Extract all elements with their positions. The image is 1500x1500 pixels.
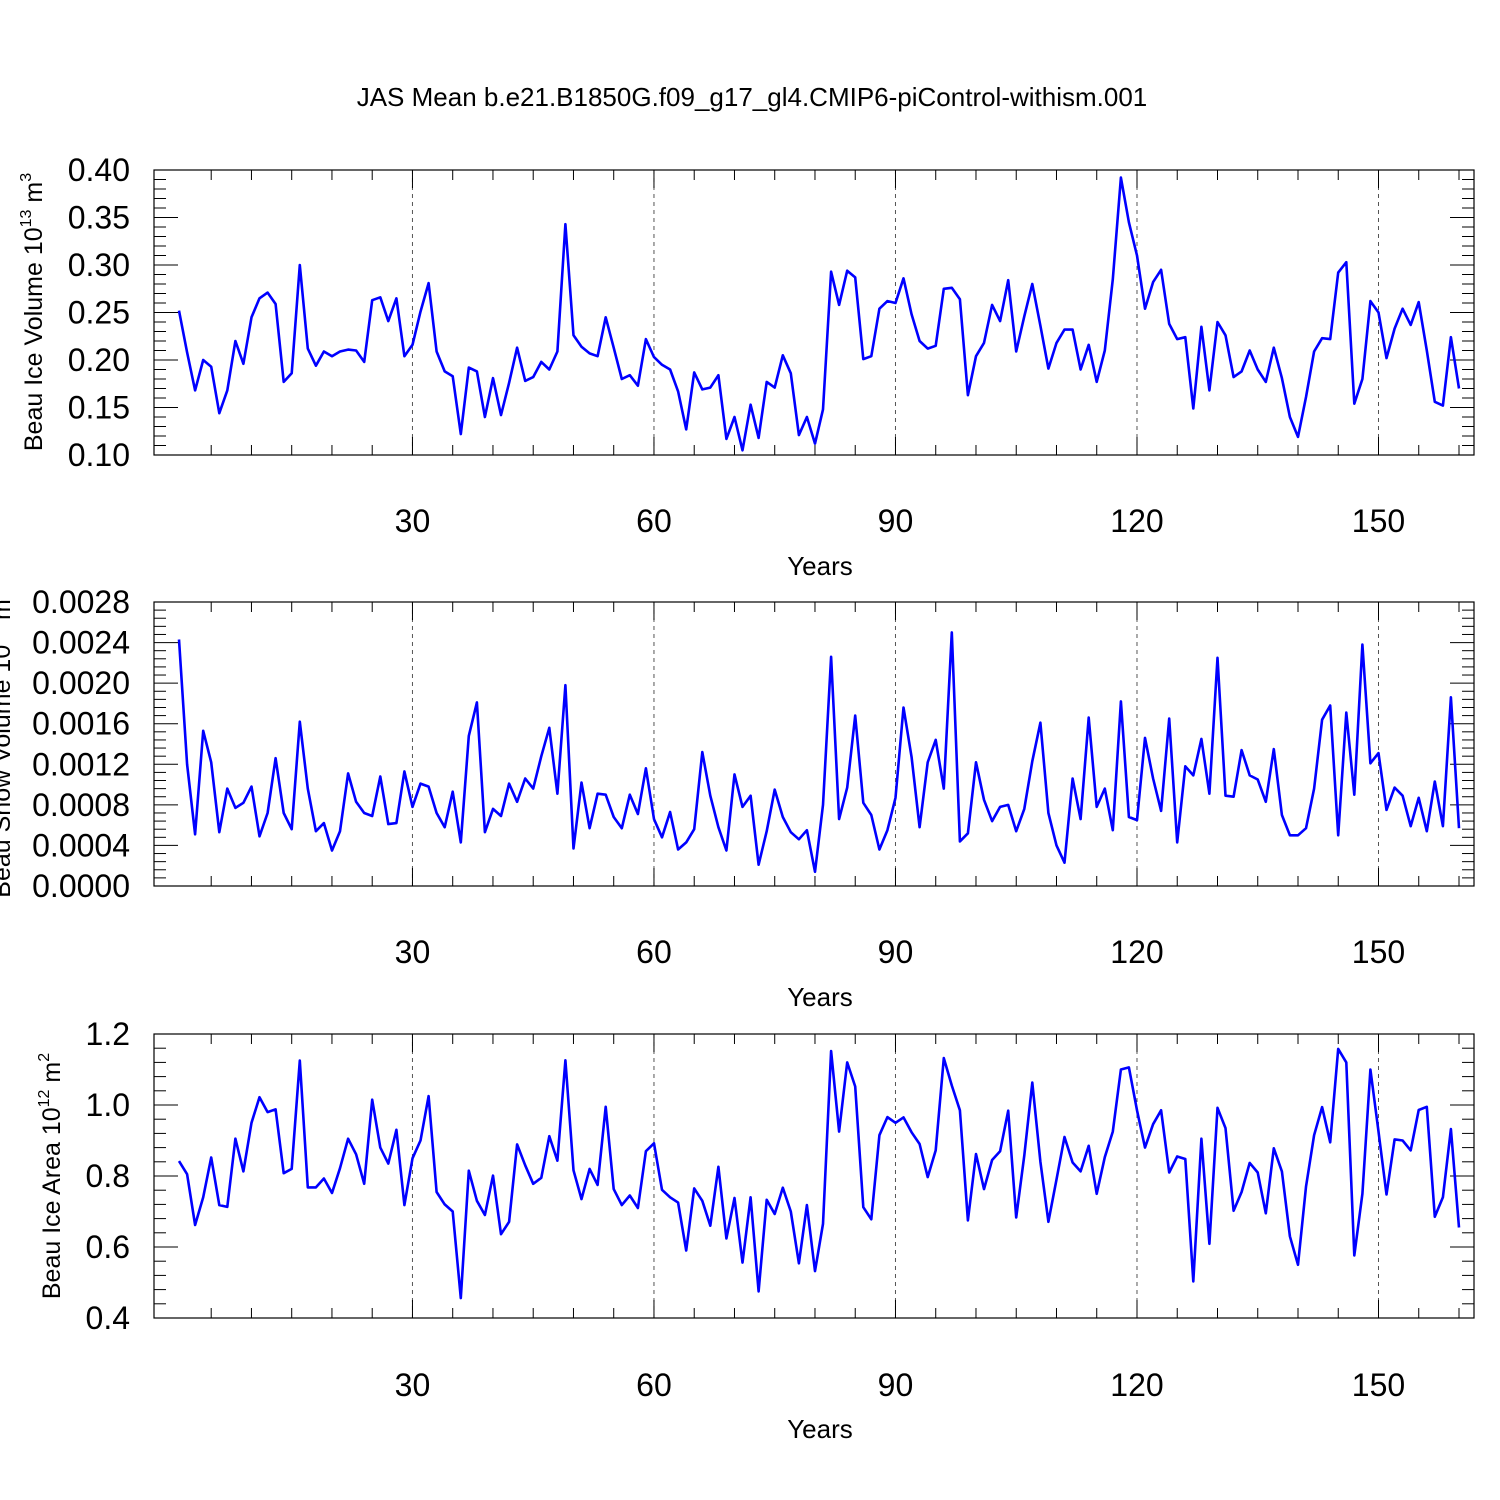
y-tick-label: 0.0000 (32, 868, 130, 904)
y-axis-label-exponent: 13 (0, 627, 3, 645)
x-tick-label: 90 (878, 934, 914, 970)
y-tick-label: 0.0004 (32, 827, 130, 863)
y-tick-label: 0.30 (68, 247, 130, 283)
x-tick-label: 150 (1352, 1367, 1405, 1403)
x-tick-label: 60 (636, 934, 672, 970)
y-axis-label: Beau Snow Volume 1013 m3 (0, 590, 16, 898)
x-tick-label: 120 (1110, 503, 1163, 539)
y-tick-label: 0.4 (86, 1300, 130, 1336)
x-tick-label: 60 (636, 503, 672, 539)
series-line-ice-area (177, 1047, 1461, 1300)
series-line-ice-volume (177, 176, 1461, 452)
series-line-snow-volume (177, 631, 1461, 874)
x-tick-label: 30 (395, 934, 431, 970)
y-tick-label: 1.2 (86, 1016, 130, 1052)
plot-frame (153, 601, 1475, 887)
y-axis-label-unit: m (0, 599, 16, 627)
y-axis-label-unit: m (20, 182, 48, 210)
plot-frame (153, 169, 1475, 456)
y-tick-label: 0.15 (68, 390, 130, 426)
y-tick-label: 1.0 (86, 1087, 130, 1123)
x-tick-label: 60 (636, 1367, 672, 1403)
y-axis-label-text: Beau Ice Volume 10 (20, 227, 48, 451)
x-tick-label: 120 (1110, 934, 1163, 970)
y-tick-label: 0.0016 (32, 706, 130, 742)
y-tick-label: 0.40 (68, 152, 130, 188)
panel-ice-volume: 0.10 0.15 0.20 0.25 0.30 0.35 0.40 30 60 90 120 150… (18, 152, 1475, 581)
y-tick-label: 0.0028 (32, 584, 130, 620)
x-tick-label: 150 (1352, 934, 1405, 970)
x-tick-label: 90 (878, 503, 914, 539)
y-tick-label: 0.10 (68, 437, 130, 473)
y-axis-label-unit: m (38, 1062, 66, 1090)
y-axis-label-unit-exponent: 3 (18, 173, 35, 182)
x-tick-label: 120 (1110, 1367, 1163, 1403)
panel-ice-area: 0.4 0.6 0.8 1.0 1.2 30 60 90 120 150 Years Beau Ice… (36, 1016, 1475, 1444)
y-axis-label: Beau Ice Area 1012 m2 (36, 1053, 66, 1299)
x-tick-label: 150 (1352, 503, 1405, 539)
plot-frame (153, 1033, 1475, 1319)
y-tick-label: 0.25 (68, 295, 130, 331)
y-axis-label-unit-exponent: 2 (36, 1053, 53, 1062)
y-axis-label-unit-exponent: 3 (0, 590, 3, 599)
y-tick-label: 0.0008 (32, 787, 130, 823)
x-tick-label: 30 (395, 503, 431, 539)
figure-title: JAS Mean b.e21.B1850G.f09_g17_gl4.CMIP6-… (357, 82, 1148, 112)
y-tick-label: 0.20 (68, 342, 130, 378)
y-tick-label: 0.0012 (32, 746, 130, 782)
x-tick-label: 30 (395, 1367, 431, 1403)
x-axis-label: Years (787, 551, 853, 581)
panel-snow-volume: 0.0000 0.0004 0.0008 0.0012 0.0016 0.0020 0.00… (0, 584, 1475, 1012)
y-axis-label-exponent: 13 (18, 209, 35, 227)
y-tick-label: 0.0020 (32, 665, 130, 701)
y-axis-label-text: Beau Ice Area 10 (38, 1107, 66, 1299)
y-tick-label: 0.8 (86, 1158, 130, 1194)
y-tick-label: 0.35 (68, 200, 130, 236)
x-axis-label: Years (787, 1414, 853, 1444)
y-axis-label-text: Beau Snow Volume 10 (0, 645, 16, 898)
x-axis-label: Years (787, 982, 853, 1012)
y-axis-label: Beau Ice Volume 1013 m3 (18, 173, 48, 451)
y-axis-label-exponent: 12 (36, 1089, 53, 1107)
x-tick-label: 90 (878, 1367, 914, 1403)
y-tick-label: 0.0024 (32, 625, 130, 661)
y-tick-label: 0.6 (86, 1229, 130, 1265)
